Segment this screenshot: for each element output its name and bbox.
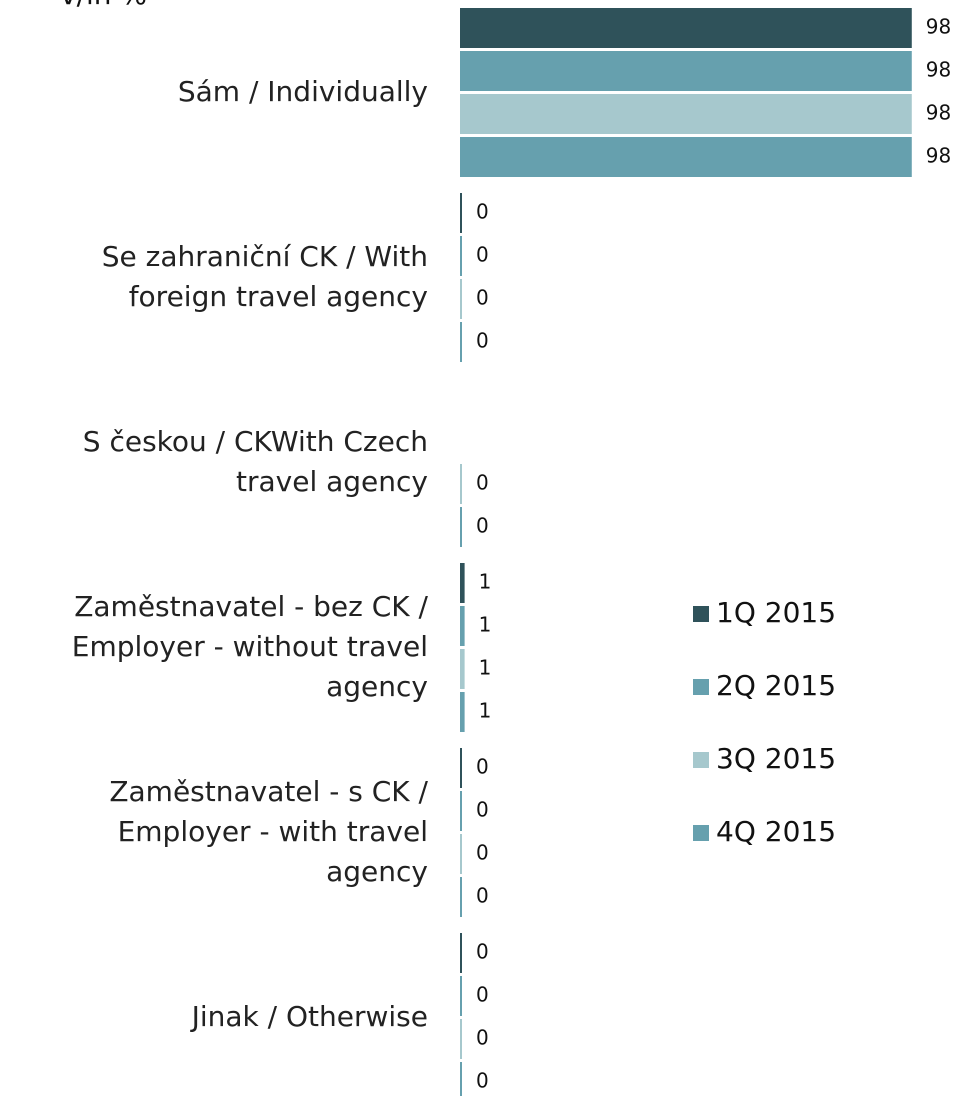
bar [460, 1019, 462, 1059]
value-label: 98 [926, 15, 951, 39]
value-label: 1 [479, 656, 492, 680]
category-label: Zaměstnavatel - s CK / Employer - with t… [109, 775, 428, 888]
legend-swatch [693, 752, 709, 768]
bar [460, 322, 462, 362]
bar [460, 834, 462, 874]
bar [460, 1062, 462, 1096]
value-label: 0 [476, 983, 489, 1007]
category-label: S českou / CKWith Czech travel agency [82, 425, 428, 498]
bar [460, 748, 462, 788]
legend-label: 4Q 2015 [716, 815, 836, 848]
legend-label: 1Q 2015 [716, 596, 836, 629]
value-label: 0 [476, 243, 489, 267]
bar [460, 279, 462, 319]
legend-swatch [693, 679, 709, 695]
value-label: 1 [479, 699, 492, 723]
bar [460, 976, 462, 1016]
value-label: 1 [479, 613, 492, 637]
value-label: 0 [476, 1069, 489, 1093]
bar [460, 692, 465, 732]
value-label: 0 [476, 514, 489, 538]
bar [460, 877, 462, 917]
value-label: 0 [476, 329, 489, 353]
value-label: 0 [476, 940, 489, 964]
category-label: Sám / Individually [177, 75, 428, 108]
bar [460, 606, 465, 646]
value-label: 0 [476, 755, 489, 779]
bar [460, 193, 462, 233]
bar [460, 8, 912, 48]
value-label: 0 [476, 841, 489, 865]
value-label: 98 [926, 144, 951, 168]
bar [460, 563, 465, 603]
bar [460, 791, 462, 831]
value-label: 0 [476, 1026, 489, 1050]
bar [460, 933, 462, 973]
bar [460, 236, 462, 276]
bar [460, 137, 912, 177]
bar [460, 507, 462, 547]
category-label: Se zahraniční CK / With foreign travel a… [101, 240, 428, 313]
legend-swatch [693, 606, 709, 622]
chart-title: v/in % [60, 0, 147, 11]
legend-swatch [693, 825, 709, 841]
bar [460, 464, 462, 504]
value-label: 98 [926, 58, 951, 82]
value-label: 0 [476, 471, 489, 495]
value-label: 0 [476, 798, 489, 822]
value-label: 0 [476, 884, 489, 908]
bar [460, 51, 912, 91]
category-label: Jinak / Otherwise [191, 1000, 428, 1033]
legend-label: 2Q 2015 [716, 669, 836, 702]
category-label: Zaměstnavatel - bez CK / Employer - with… [71, 590, 428, 703]
value-label: 1 [479, 570, 492, 594]
legend-label: 3Q 2015 [716, 742, 836, 775]
bar [460, 94, 912, 134]
bar [460, 649, 465, 689]
value-label: 98 [926, 101, 951, 125]
value-label: 0 [476, 200, 489, 224]
value-label: 0 [476, 286, 489, 310]
